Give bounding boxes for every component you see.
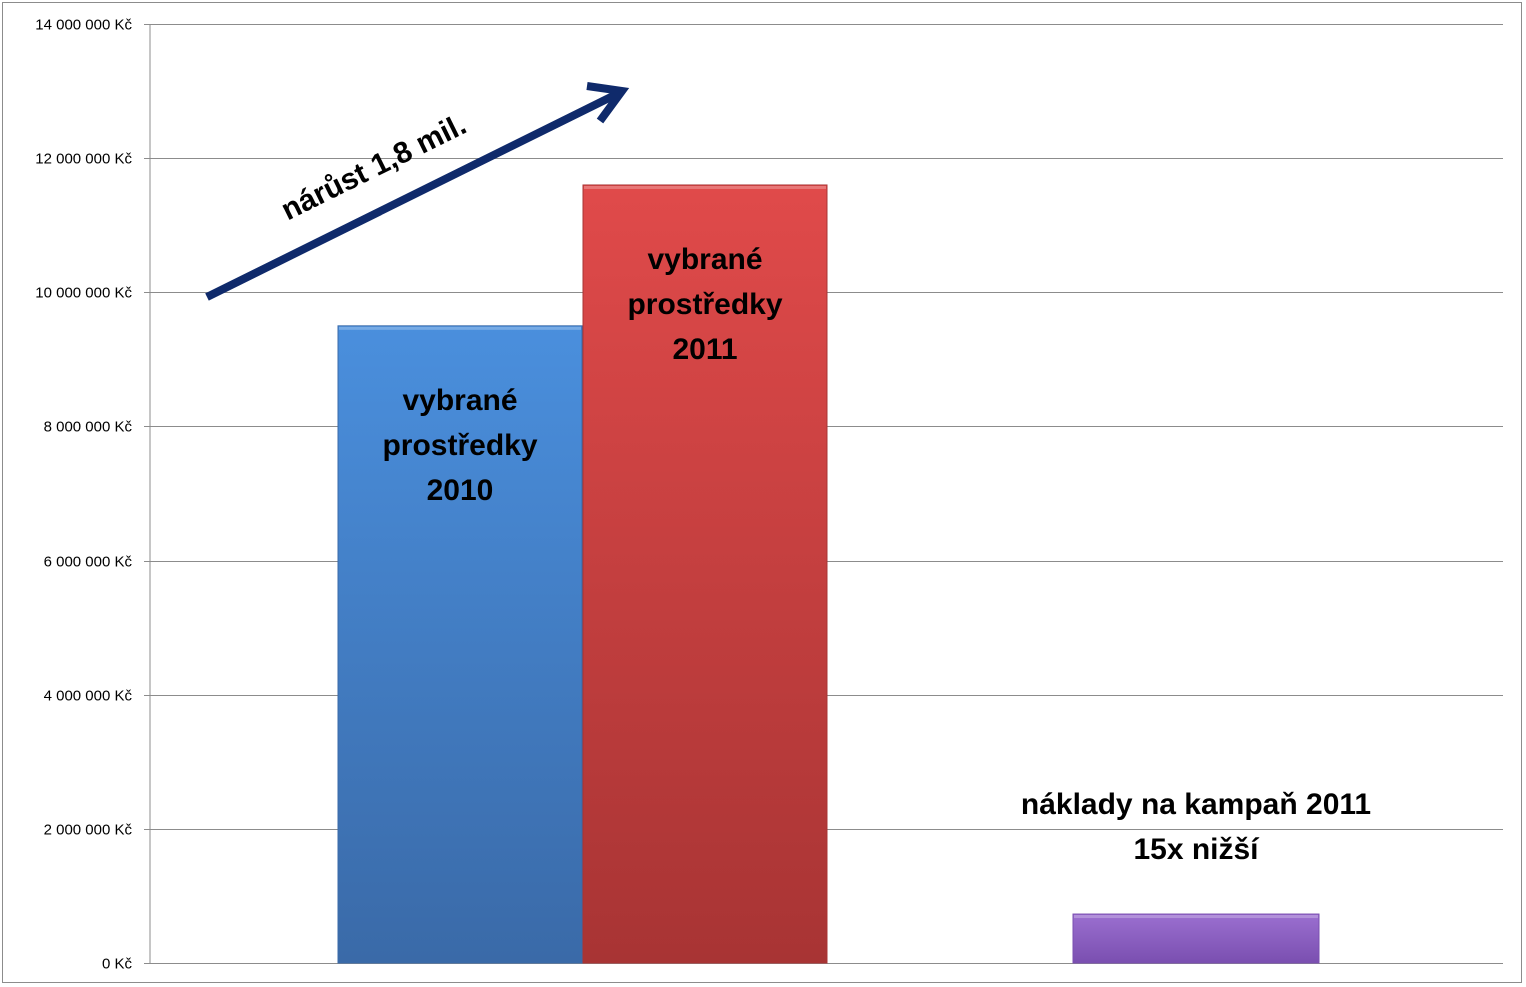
y-tick-label: 6 000 000 Kč xyxy=(44,554,133,571)
bar xyxy=(582,184,828,964)
y-tick-label: 8 000 000 Kč xyxy=(44,419,133,436)
bar-label: 2010 xyxy=(427,474,494,507)
y-tick-label: 4 000 000 Kč xyxy=(44,688,133,705)
bar-label: prostředky xyxy=(382,429,537,462)
bar-label: 15x nižší xyxy=(1133,833,1260,866)
bar xyxy=(337,325,583,964)
growth-arrow xyxy=(205,90,619,301)
bar-label: 2011 xyxy=(672,333,737,366)
y-tick-label: 10 000 000 Kč xyxy=(35,285,132,302)
growth-annotation-label: nárůst 1,8 mil. xyxy=(276,108,471,227)
bar-highlight xyxy=(1074,915,1318,919)
y-tick-label: 0 Kč xyxy=(102,956,133,973)
y-tick-label: 2 000 000 Kč xyxy=(44,822,133,839)
bar-label: vybrané xyxy=(402,384,517,417)
bar-label: vybrané xyxy=(647,243,762,276)
bar xyxy=(1072,913,1320,964)
y-tick-label: 12 000 000 Kč xyxy=(35,151,132,168)
bar-label: náklady na kampaň 2011 xyxy=(1021,788,1371,821)
bar-highlight xyxy=(584,185,826,189)
bar-highlight xyxy=(339,326,581,330)
y-tick-label: 14 000 000 Kč xyxy=(35,17,132,34)
bar-label: prostředky xyxy=(627,288,782,321)
growth-arrow-head xyxy=(586,82,630,124)
